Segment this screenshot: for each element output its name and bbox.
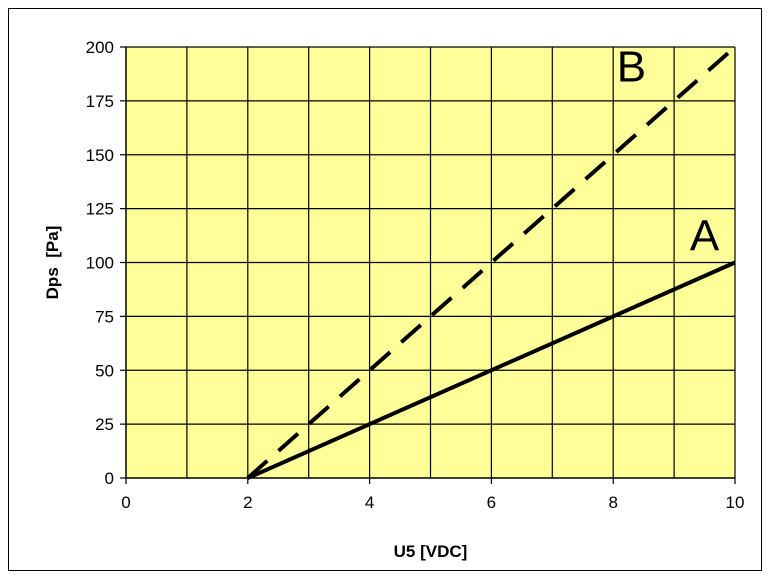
x-tick-label: 10 <box>726 493 745 512</box>
series-labels: AB <box>617 42 720 260</box>
y-tick-labels: 0 25 50 75 100 125 150 175 200 <box>86 38 114 488</box>
y-tick-label: 150 <box>86 146 114 165</box>
series-label-a: A <box>690 212 720 261</box>
y-tick-label: 75 <box>95 307 114 326</box>
x-tick-label: 4 <box>365 493 374 512</box>
series-label-b: B <box>617 42 646 91</box>
x-tick-label: 0 <box>121 493 130 512</box>
series-lines <box>246 45 737 480</box>
y-tick-label: 50 <box>95 361 114 380</box>
y-tick-label: 175 <box>86 92 114 111</box>
y-tick-label: 125 <box>86 200 114 219</box>
x-tick-labels: 0 2 4 6 8 10 <box>121 493 744 512</box>
x-tick-label: 8 <box>608 493 617 512</box>
grid-lines <box>126 46 735 478</box>
y-tick-label: 25 <box>95 415 114 434</box>
x-tick-label: 2 <box>243 493 252 512</box>
y-axis-title: Dps [Pa] <box>43 226 62 300</box>
x-tick-label: 6 <box>487 493 496 512</box>
y-tick-label: 0 <box>105 469 114 488</box>
series-line-b <box>246 45 737 480</box>
series-line-a <box>246 260 736 480</box>
y-tick-label: 200 <box>86 38 114 57</box>
y-tick-label: 100 <box>86 254 114 273</box>
x-axis-title: U5 [VDC] <box>394 542 468 561</box>
